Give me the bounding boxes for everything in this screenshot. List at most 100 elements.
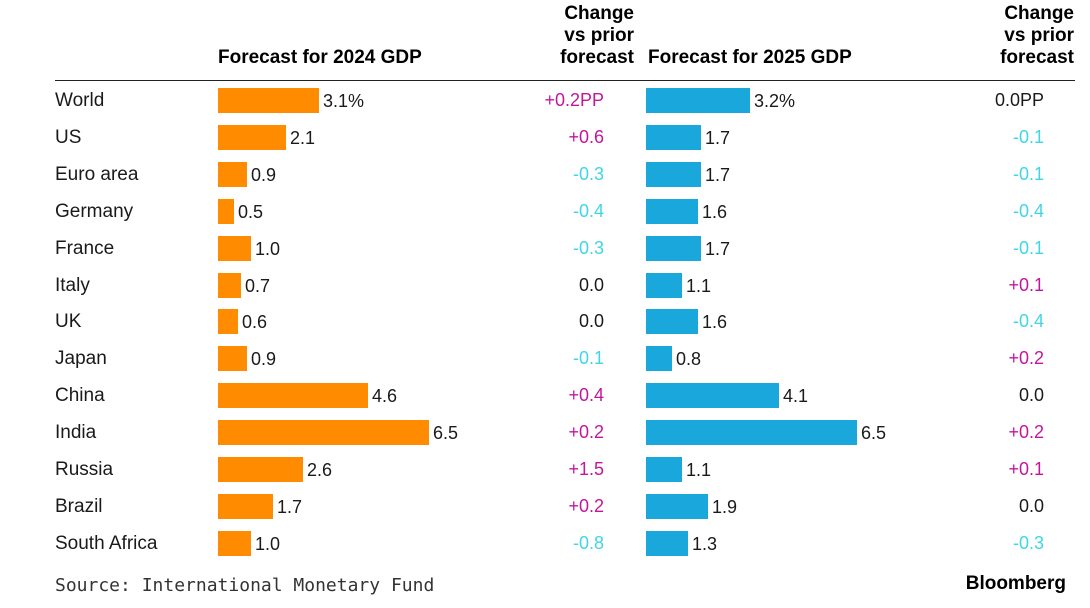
- country-label: China: [55, 385, 105, 407]
- bar-2024-russia: [218, 457, 303, 482]
- change-value-2024: +0.4: [568, 385, 604, 406]
- bar-2025-germany: [646, 198, 698, 224]
- change-value-2024: -0.4: [572, 200, 604, 221]
- source-note: Source: International Monetary Fund: [55, 575, 435, 596]
- change-value-2025: -0.4: [1012, 311, 1044, 332]
- row-uk: UK 0.6 1.6 0.0 -0.4: [0, 305, 1090, 342]
- change-value-2025: -0.1: [1012, 163, 1044, 184]
- change-value-2024: +0.2PP: [544, 90, 604, 110]
- change-value-2025: -0.1: [1012, 126, 1044, 147]
- change-value-2025: 0.0: [1018, 495, 1044, 516]
- change-value-2024: +0.2: [568, 495, 604, 516]
- country-label: US: [55, 126, 82, 148]
- country-label: UK: [55, 311, 82, 333]
- country-label: Brazil: [55, 495, 103, 517]
- change-value-2025: 0.0: [1018, 385, 1044, 406]
- bar-2025-india: [646, 420, 857, 446]
- value-label-2024: 1.0: [255, 533, 281, 554]
- value-label-2024: 1.7: [277, 496, 303, 517]
- country-label: Italy: [55, 274, 90, 296]
- bar-2025-euro-area: [646, 161, 701, 187]
- value-label-2025: 1.6: [702, 201, 728, 222]
- bloomberg-logo: Bloomberg: [965, 573, 1066, 594]
- value-label-2025: 4.1: [783, 386, 809, 407]
- header-change-2024-line3: forecast: [560, 47, 634, 68]
- value-label-2025: 1.6: [702, 312, 728, 333]
- bar-2025-world: [646, 88, 750, 113]
- bar-2025-uk: [646, 309, 698, 335]
- change-value-2024: -0.1: [572, 348, 604, 369]
- country-label: South Africa: [55, 532, 158, 554]
- row-south-africa: South Africa 1.0 1.3 -0.8 -0.3: [0, 527, 1090, 564]
- value-label-2024: 0.9: [251, 164, 277, 185]
- value-label-2025: 1.7: [705, 164, 731, 185]
- row-india: India 6.5 6.5 +0.2 +0.2: [0, 416, 1090, 453]
- change-value-2025: +0.2: [1008, 422, 1044, 443]
- row-us: US 2.1 1.7 +0.6 -0.1: [0, 121, 1090, 158]
- value-label-2024: 2.6: [307, 460, 333, 480]
- row-germany: Germany 0.5 1.6 -0.4 -0.4: [0, 195, 1090, 232]
- header-change-2025: Change vs prior forecast: [960, 3, 1074, 69]
- value-label-2025: 1.9: [712, 496, 738, 517]
- value-label-2024: 4.6: [372, 386, 398, 407]
- bar-2025-south-africa: [646, 530, 688, 556]
- value-label-2024: 6.5: [433, 423, 459, 444]
- value-label-2024: 3.1%: [323, 91, 365, 111]
- bar-2025-italy: [646, 272, 682, 298]
- bar-2024-india: [218, 420, 429, 446]
- change-value-2025: -0.1: [1012, 237, 1044, 258]
- header-2025-gdp: Forecast for 2025 GDP: [648, 47, 852, 68]
- value-label-2024: 2.1: [290, 127, 316, 148]
- bar-2024-italy: [218, 272, 241, 298]
- header-change-2024-line2: vs prior: [564, 25, 634, 46]
- bar-2025-france: [646, 235, 701, 261]
- change-value-2024: -0.3: [572, 163, 604, 184]
- value-label-2025: 1.1: [686, 460, 712, 480]
- bar-2024-brazil: [218, 493, 273, 519]
- header-change-2025-line2: vs prior: [1004, 25, 1074, 46]
- country-label: France: [55, 237, 115, 259]
- value-label-2024: 1.0: [255, 238, 281, 259]
- change-value-2024: -0.3: [572, 237, 604, 258]
- country-label: Euro area: [55, 163, 139, 185]
- change-value-2025: -0.3: [1012, 532, 1044, 553]
- row-world: World 3.1% 3.2% +0.2PP 0.0PP: [0, 84, 1090, 121]
- row-france: France 1.0 1.7 -0.3 -0.1: [0, 232, 1090, 269]
- header-2024-gdp: Forecast for 2024 GDP: [218, 47, 422, 68]
- change-value-2024: +1.5: [568, 459, 604, 479]
- bar-2024-world: [218, 88, 319, 113]
- change-value-2025: +0.1: [1008, 274, 1044, 295]
- country-label: World: [55, 90, 105, 111]
- bar-2025-brazil: [646, 493, 708, 519]
- bar-2024-germany: [218, 198, 234, 224]
- country-label: Russia: [55, 459, 114, 480]
- value-label-2024: 0.6: [242, 312, 268, 333]
- header-change-2024: Change vs prior forecast: [520, 3, 634, 69]
- value-label-2025: 1.7: [705, 238, 731, 259]
- change-value-2025: +0.2: [1008, 348, 1044, 369]
- value-label-2025: 3.2%: [754, 91, 796, 111]
- header-change-2024-line1: Change: [564, 3, 634, 24]
- change-value-2024: -0.8: [572, 532, 604, 553]
- value-label-2025: 1.3: [692, 533, 718, 554]
- change-value-2024: +0.2: [568, 422, 604, 443]
- header-change-2025-line1: Change: [1004, 3, 1074, 24]
- bar-2024-south-africa: [218, 530, 251, 556]
- country-label: Japan: [55, 348, 107, 370]
- row-japan: Japan 0.9 0.8 -0.1 +0.2: [0, 342, 1090, 379]
- row-china: China 4.6 4.1 +0.4 0.0: [0, 379, 1090, 416]
- value-label-2024: 0.7: [245, 275, 271, 296]
- value-label-2025: 6.5: [861, 423, 887, 444]
- change-value-2024: +0.6: [568, 126, 604, 147]
- change-value-2025: +0.1: [1008, 459, 1044, 479]
- row-euro-area: Euro area 0.9 1.7 -0.3 -0.1: [0, 158, 1090, 195]
- change-value-2025: -0.4: [1012, 200, 1044, 221]
- country-label: India: [55, 422, 97, 444]
- header-divider: [55, 80, 1075, 81]
- bar-2024-us: [218, 124, 286, 150]
- value-label-2025: 1.7: [705, 127, 731, 148]
- bar-2024-china: [218, 383, 368, 409]
- bar-2024-uk: [218, 309, 238, 335]
- row-russia: Russia 2.6 1.1 +1.5 +0.1: [0, 453, 1090, 490]
